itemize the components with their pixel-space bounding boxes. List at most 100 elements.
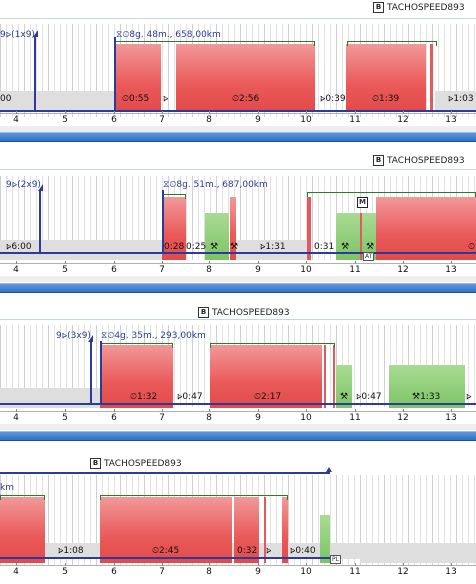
driving-block[interactable] <box>0 497 45 563</box>
grid-line <box>330 475 331 565</box>
segment-label: ⏲1:39 <box>372 94 400 104</box>
work-block[interactable] <box>389 365 465 408</box>
axis-tick-label: 7 <box>159 413 165 423</box>
driving-block[interactable] <box>346 44 426 111</box>
driving-block[interactable] <box>100 497 232 563</box>
work-block[interactable] <box>336 365 352 408</box>
grid-line <box>54 176 55 260</box>
segment-label: 00 <box>0 94 12 104</box>
weekly-rest-label: km <box>0 483 14 493</box>
grid-line <box>306 176 307 260</box>
grid-line <box>42 24 43 117</box>
bracket-end <box>307 192 308 197</box>
grid-line <box>42 325 43 407</box>
device-b-icon: B <box>373 2 384 13</box>
driving-block[interactable] <box>230 197 236 260</box>
device-name: TACHOSPEED893 <box>212 307 290 318</box>
axis-tick-mark <box>65 563 66 566</box>
driving-block[interactable] <box>307 197 311 260</box>
axis-tick-label: 13 <box>445 567 457 577</box>
grid-line <box>84 176 85 260</box>
driving-block[interactable] <box>360 213 362 260</box>
day-summary-label: ⧖⏲8g. 51m., 687,00km <box>163 180 268 190</box>
grid-line <box>360 325 361 407</box>
axis-tick-mark <box>258 563 259 566</box>
at-icon: AT <box>363 252 375 261</box>
grid-line <box>462 24 463 117</box>
grid-line <box>102 176 103 260</box>
grid-line <box>162 24 163 117</box>
grid-line <box>378 325 379 407</box>
driving-block[interactable] <box>333 345 335 408</box>
grid-line <box>366 325 367 407</box>
bracket-end <box>314 41 315 46</box>
grid-line <box>42 176 43 260</box>
grid-line <box>24 325 25 407</box>
weekly-rest-label: 9⦠(1x9) <box>0 30 35 40</box>
grid-line <box>6 325 7 407</box>
axis-tick-mark <box>451 563 452 566</box>
grid-line <box>36 325 37 407</box>
grid-line <box>474 475 475 565</box>
work-block[interactable] <box>320 515 330 563</box>
grid-line <box>336 24 337 117</box>
driving-block[interactable] <box>376 197 476 260</box>
axis-tick-label: 9 <box>255 265 261 275</box>
segment-label: 0:31 <box>314 242 335 252</box>
time-axis: 4 5 6 7 8 9 10 11 12 13 <box>0 261 476 275</box>
axis-tick-label: 8 <box>206 115 212 125</box>
grid-line <box>318 24 319 117</box>
scroll-thumb-grey[interactable] <box>360 559 476 563</box>
grid-line <box>378 475 379 565</box>
grid-line <box>84 475 85 565</box>
axis-tick-mark <box>306 261 307 264</box>
driving-block[interactable] <box>430 44 433 111</box>
grid-line <box>450 24 451 117</box>
driving-block[interactable] <box>176 44 315 111</box>
grid-line <box>180 325 181 407</box>
device-name: TACHOSPEED893 <box>387 2 465 13</box>
grid-line <box>330 325 331 407</box>
axis-tick-label: 10 <box>300 115 312 125</box>
grid-line <box>402 475 403 565</box>
axis-tick-label: 12 <box>397 413 409 423</box>
grid-line <box>456 24 457 117</box>
driving-block[interactable] <box>162 197 186 260</box>
grid-line <box>90 24 91 117</box>
weekly-rest-label: 9⦠(2x9) <box>6 180 41 190</box>
device-b-icon: B <box>373 155 384 166</box>
driving-block[interactable] <box>210 345 322 408</box>
axis-tick-mark <box>258 409 259 412</box>
axis-tick-mark <box>403 261 404 264</box>
grid-line <box>78 176 79 260</box>
driving-block[interactable] <box>114 44 161 111</box>
horizontal-scrollbar[interactable] <box>0 431 476 441</box>
grid-line <box>60 325 61 407</box>
grid-line <box>324 176 325 260</box>
grid-line <box>294 176 295 260</box>
driving-block[interactable] <box>282 497 288 563</box>
axis-tick-mark <box>451 111 452 114</box>
driving-block[interactable] <box>100 345 173 408</box>
grid-line <box>48 24 49 117</box>
grid-line <box>342 475 343 565</box>
day-marker <box>100 341 102 403</box>
axis-tick-label: 8 <box>206 567 212 577</box>
activity-bracket <box>162 194 186 199</box>
grid-line <box>12 325 13 407</box>
segment-label: ⏲2:56 <box>232 94 260 104</box>
grid-line <box>450 475 451 565</box>
driving-block[interactable] <box>234 497 259 563</box>
rest-band <box>0 388 100 408</box>
grid-line <box>126 176 127 260</box>
horizontal-scrollbar[interactable] <box>0 132 476 142</box>
grid-line <box>174 325 175 407</box>
day-marker <box>34 37 36 110</box>
driving-block[interactable] <box>324 345 326 408</box>
horizontal-scrollbar[interactable] <box>0 283 476 293</box>
work-icon: ⚒ <box>366 242 375 252</box>
manual-entry-icon[interactable]: M <box>357 197 368 208</box>
axis-tick-mark <box>65 409 66 412</box>
axis-tick-label: 4 <box>13 567 19 577</box>
driving-block[interactable] <box>264 497 266 563</box>
